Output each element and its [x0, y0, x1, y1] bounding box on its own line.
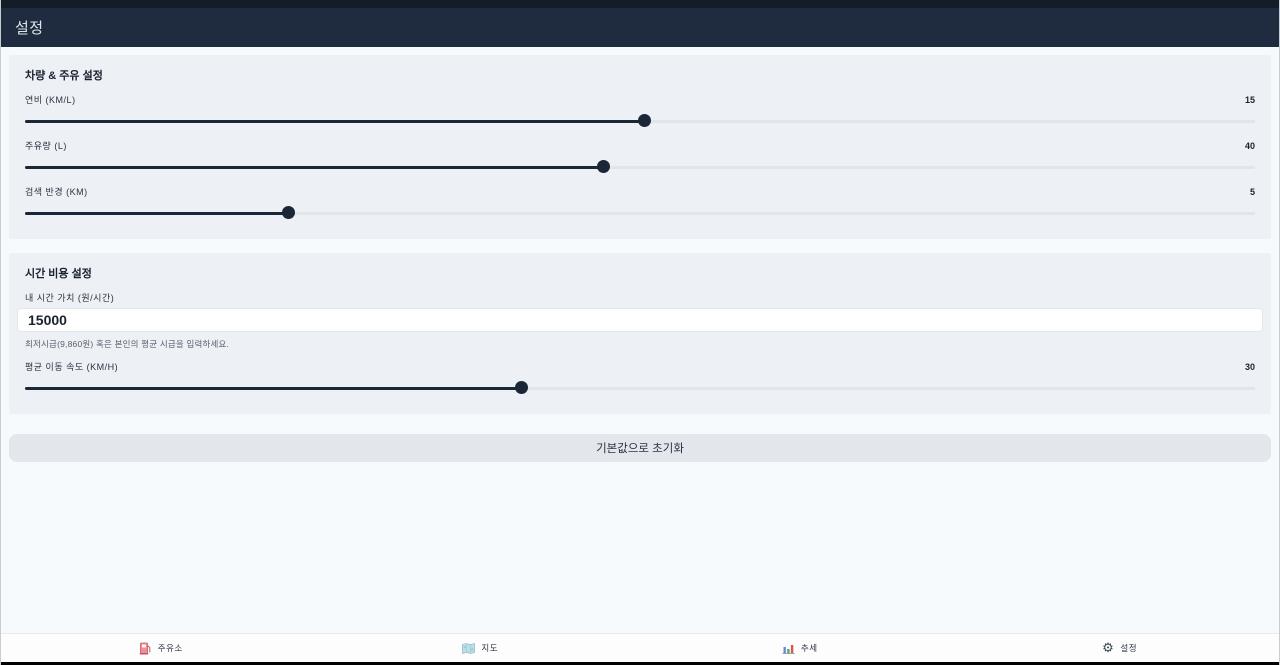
map-icon: [462, 642, 476, 655]
fuel-efficiency-slider[interactable]: [17, 111, 1263, 131]
reset-defaults-button[interactable]: 기본값으로 초기화: [9, 434, 1271, 462]
section-title-vehicle: 차량 & 주유 설정: [25, 70, 103, 82]
section-title-time-cost: 시간 비용 설정: [25, 268, 92, 280]
search-radius-value: 5: [1249, 186, 1255, 197]
fuel-amount-value: 40: [1244, 140, 1255, 151]
nav-label: 추세: [800, 643, 818, 653]
slider-thumb[interactable]: [515, 381, 529, 394]
avg-speed-slider[interactable]: [17, 378, 1263, 398]
app-header: 설정: [1, 8, 1279, 47]
nav-item-gas-stations[interactable]: 주유소: [1, 634, 321, 662]
nav-label: 설정: [1120, 643, 1138, 653]
search-radius-row: 검색 반경 (KM) 5: [17, 185, 1263, 223]
avg-speed-row: 평균 이동 속도 (KM/H) 30: [17, 360, 1263, 398]
fuel-amount-label: 주유량 (L): [25, 141, 67, 151]
bar-chart-icon: [782, 642, 795, 655]
slider-thumb[interactable]: [638, 114, 652, 127]
bottom-frame-strip: [1, 662, 1279, 665]
slider-thumb[interactable]: [281, 206, 295, 219]
vehicle-fuel-settings-card: 차량 & 주유 설정 연비 (KM/L) 15 주유량 (L) 40: [9, 55, 1271, 239]
search-radius-slider[interactable]: [17, 203, 1263, 223]
fuel-efficiency-label: 연비 (KM/L): [25, 95, 76, 105]
fuel-amount-row: 주유량 (L) 40: [17, 139, 1263, 177]
fuel-amount-slider[interactable]: [17, 157, 1263, 177]
page-title: 설정: [15, 20, 44, 37]
status-bar: [1, 0, 1279, 8]
time-cost-settings-card: 시간 비용 설정 내 시간 가치 (원/시간) 최저시급(9,860원) 혹은 …: [9, 253, 1271, 414]
search-radius-label: 검색 반경 (KM): [25, 187, 88, 197]
time-value-input[interactable]: [17, 308, 1263, 332]
slider-thumb[interactable]: [596, 160, 610, 173]
time-value-label: 내 시간 가치 (원/시간): [25, 293, 115, 303]
nav-item-settings[interactable]: ⚙ 설정: [960, 634, 1280, 662]
fuel-pump-icon: [139, 642, 152, 655]
fuel-efficiency-row: 연비 (KM/L) 15: [17, 93, 1263, 131]
bottom-nav: 주유소 지도: [1, 633, 1279, 662]
fuel-efficiency-value: 15: [1244, 94, 1255, 105]
settings-content: 차량 & 주유 설정 연비 (KM/L) 15 주유량 (L) 40: [1, 47, 1279, 633]
nav-item-trends[interactable]: 추세: [640, 634, 960, 662]
nav-label: 주유소: [157, 643, 183, 653]
nav-item-map[interactable]: 지도: [321, 634, 641, 662]
nav-label: 지도: [481, 643, 499, 653]
gear-icon: ⚙: [1102, 640, 1114, 656]
avg-speed-value: 30: [1244, 361, 1255, 372]
avg-speed-label: 평균 이동 속도 (KM/H): [25, 362, 119, 372]
time-value-helper-text: 최저시급(9,860원) 혹은 본인의 평균 시급을 입력하세요.: [25, 339, 230, 349]
